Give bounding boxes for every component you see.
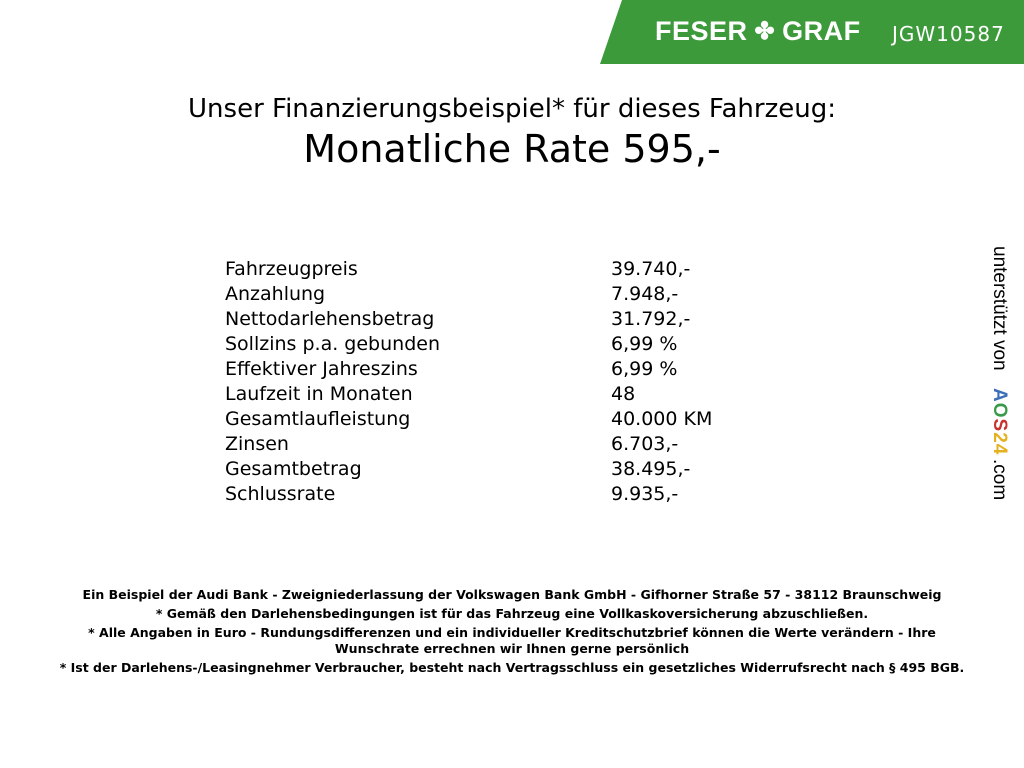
finance-table: Fahrzeugpreis 39.740,- Anzahlung 7.948,- Net…	[225, 257, 712, 507]
table-row: Anzahlung 7.948,-	[225, 282, 712, 307]
row-label: Fahrzeugpreis	[225, 258, 358, 280]
credit-suffix: .com	[989, 459, 1010, 501]
brand-name-2: GRAF	[782, 16, 861, 46]
aos24-logo: AOS24	[989, 387, 1010, 456]
row-label: Laufzeit in Monaten	[225, 383, 413, 405]
credit-text: unterstützt von	[989, 246, 1010, 371]
row-value: 9.935,-	[611, 483, 679, 505]
row-value: 7.948,-	[611, 283, 679, 305]
row-label: Zinsen	[225, 433, 289, 455]
monthly-rate: Monatliche Rate 595,-	[303, 127, 721, 171]
table-row: Sollzins p.a. gebunden 6,99 %	[225, 332, 712, 357]
row-value: 6,99 %	[611, 333, 678, 355]
brand-banner	[600, 0, 1024, 64]
row-value: 48	[611, 383, 636, 405]
row-value: 39.740,-	[611, 258, 691, 280]
row-value: 31.792,-	[611, 308, 691, 330]
table-row: Zinsen 6.703,-	[225, 432, 712, 457]
page-title: Unser Finanzierungsbeispiel* für dieses …	[188, 94, 836, 124]
clover-icon: ✤	[754, 18, 776, 45]
footer-line: * Alle Angaben in Euro - Rundungsdiffere…	[88, 625, 936, 656]
vehicle-code: JGW10587	[892, 22, 1005, 46]
row-label: Effektiver Jahreszins	[225, 358, 418, 380]
table-row: Effektiver Jahreszins 6,99 %	[225, 357, 712, 382]
table-row: Nettodarlehensbetrag 31.792,-	[225, 307, 712, 332]
row-value: 6.703,-	[611, 433, 679, 455]
aos24-credit: unterstützt von AOS24 .com	[988, 246, 1010, 500]
row-value: 38.495,-	[611, 458, 691, 480]
row-label: Gesamtlaufleistung	[225, 408, 411, 430]
brand-name: FESER	[655, 16, 748, 46]
row-label: Sollzins p.a. gebunden	[225, 333, 440, 355]
table-row: Laufzeit in Monaten 48	[225, 382, 712, 407]
table-row: Gesamtbetrag 38.495,-	[225, 457, 712, 482]
table-row: Fahrzeugpreis 39.740,-	[225, 257, 712, 282]
footer-line: Ein Beispiel der Audi Bank - Zweignieder…	[82, 587, 942, 602]
row-value: 40.000 KM	[611, 408, 713, 430]
footer-line: * Ist der Darlehens-/Leasingnehmer Verbr…	[59, 660, 965, 675]
table-row: Gesamtlaufleistung 40.000 KM	[225, 407, 712, 432]
row-label: Anzahlung	[225, 283, 326, 305]
feser-graf-logo: FESER ✤ GRAF	[655, 16, 861, 47]
legal-footer: Ein Beispiel der Audi Bank - Zweignieder…	[40, 587, 984, 679]
row-label: Nettodarlehensbetrag	[225, 308, 435, 330]
row-value: 6,99 %	[611, 358, 678, 380]
table-row: Schlussrate 9.935,-	[225, 482, 712, 507]
row-label: Schlussrate	[225, 483, 336, 505]
footer-line: * Gemäß den Darlehensbedingungen ist für…	[155, 606, 869, 621]
row-label: Gesamtbetrag	[225, 458, 362, 480]
